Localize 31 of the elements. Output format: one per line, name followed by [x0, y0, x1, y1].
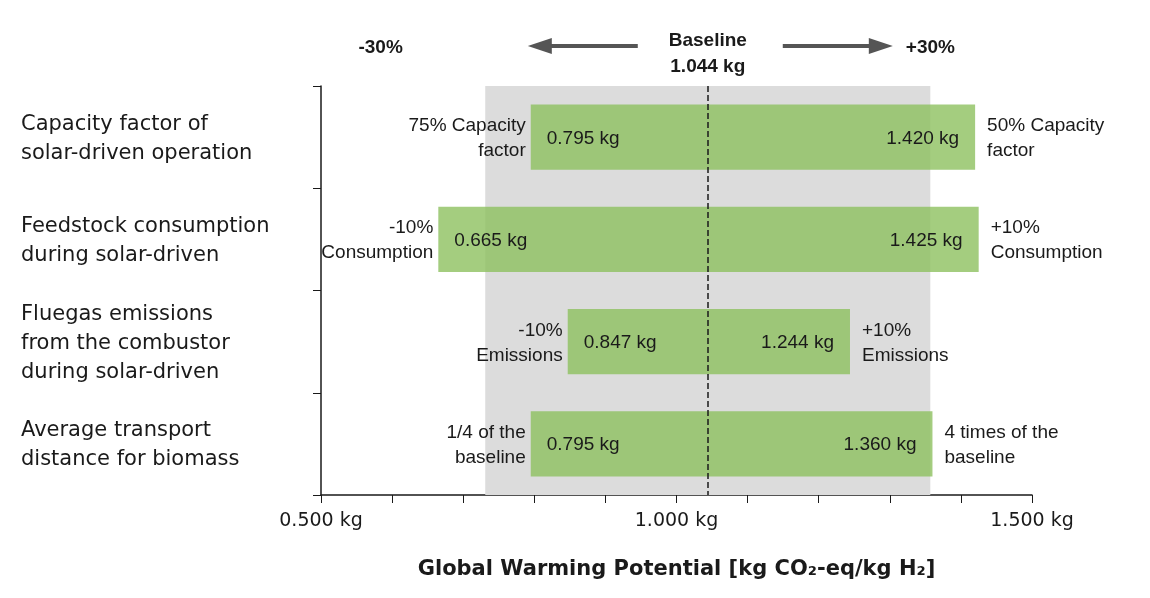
- annotation: 1.420 kg: [886, 126, 960, 148]
- annotation: 1.425 kg: [889, 228, 963, 250]
- annotation: 1.244 kg: [761, 331, 834, 353]
- annotation: 0.847 kg: [583, 331, 657, 353]
- annotation: -10% Consumption: [321, 216, 434, 263]
- annotation: -10% Emissions: [476, 318, 563, 365]
- x-tick-label: 0.500 kg: [279, 507, 363, 530]
- ref-line-label: Baseline 1.044 kg: [668, 28, 747, 76]
- annotation: 50% Capacity factor: [987, 114, 1105, 161]
- text: +30%: [905, 35, 956, 57]
- x-tick-label: 1.500 kg: [990, 507, 1074, 530]
- annotation: 1.360 kg: [843, 433, 917, 455]
- y-tick-label: Average transport distance for biomass: [21, 417, 240, 471]
- bar: [438, 206, 979, 273]
- annotation: +10% Emissions: [861, 318, 949, 365]
- bar: [567, 308, 850, 375]
- bar: [530, 411, 933, 477]
- text: -30%: [358, 35, 403, 57]
- bar: [530, 104, 976, 170]
- annotation: 0.795 kg: [546, 126, 620, 148]
- annotation: 0.665 kg: [454, 228, 528, 250]
- x-axis-title: Global Warming Potential [kg CO₂-eq/kg H₂]: [417, 555, 936, 580]
- annotation: 4 times of the baseline: [944, 420, 1059, 467]
- annotation: 75% Capacity factor: [408, 114, 527, 161]
- annotation: 0.795 kg: [546, 433, 620, 455]
- annotation: 1/4 of the baseline: [446, 420, 526, 467]
- y-tick-label: Feedstock consumption during solar-driven: [21, 212, 270, 266]
- y-tick-label: Capacity factor of solar-driven operation: [21, 110, 253, 164]
- annotation: +10% Consumption: [990, 216, 1103, 263]
- y-tick-label: Fluegas emissions from the combustor during solar-driven: [21, 300, 231, 383]
- x-tick-label: 1.000 kg: [634, 507, 719, 530]
